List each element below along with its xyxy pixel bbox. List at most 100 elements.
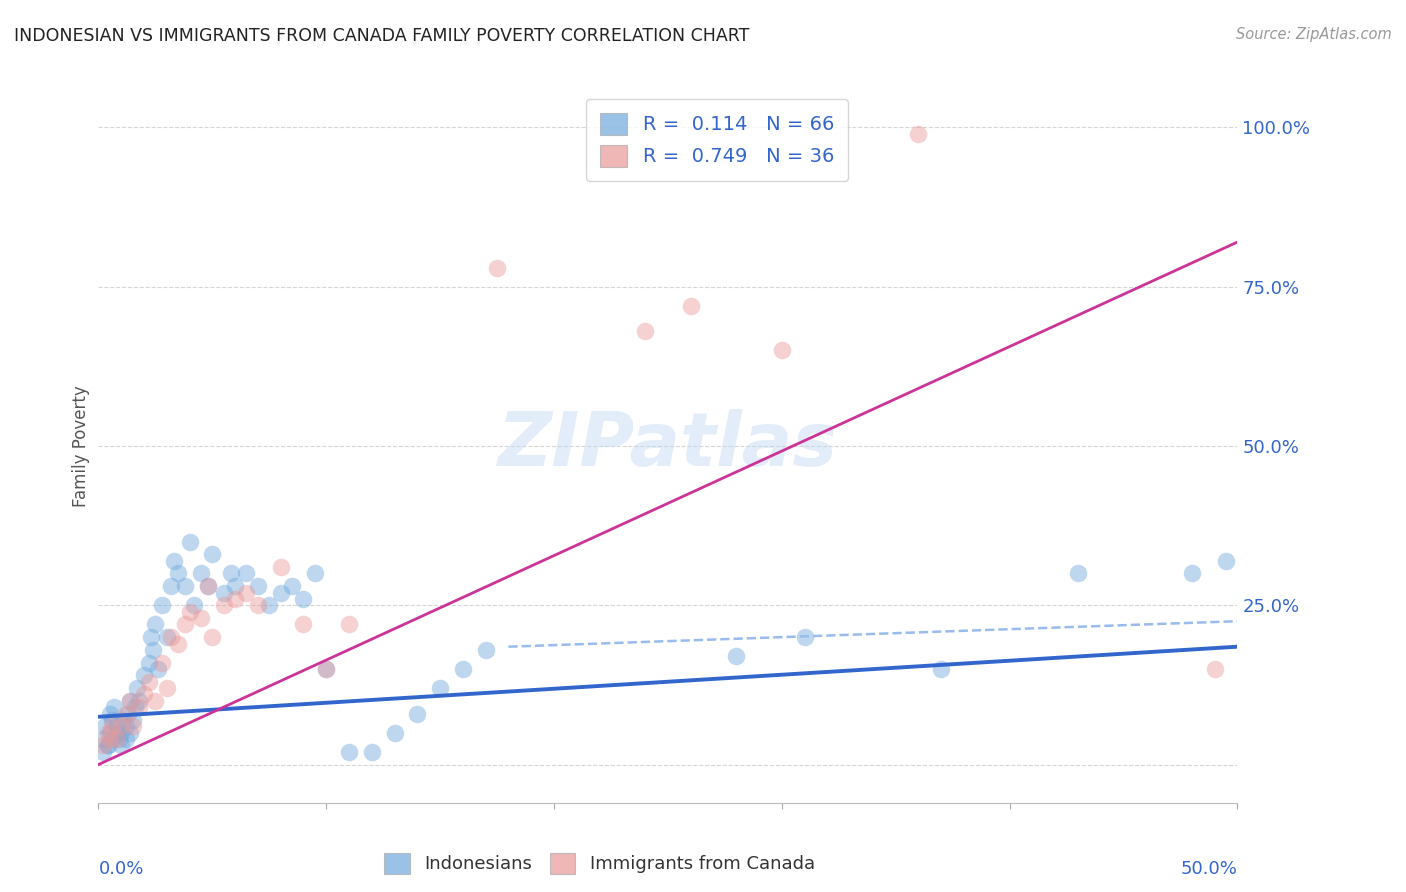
Text: 50.0%: 50.0% [1181, 860, 1237, 878]
Point [150, 599, 173, 613]
Point [270, 560, 292, 574]
Point [429, 681, 451, 695]
Point [96, 725, 118, 739]
Point [156, 681, 179, 695]
Point [91, 732, 114, 747]
Text: INDONESIAN VS IMMIGRANTS FROM CANADA FAMILY POVERTY CORRELATION CHART: INDONESIAN VS IMMIGRANTS FROM CANADA FAM… [14, 27, 749, 45]
Text: ZIPatlas: ZIPatlas [498, 409, 838, 483]
Point [360, 745, 382, 759]
Point [486, 260, 509, 275]
Point [91, 739, 114, 753]
Point [110, 739, 132, 753]
Point [770, 343, 793, 358]
Point [174, 579, 197, 593]
Point [132, 688, 155, 702]
Point [167, 566, 190, 581]
Point [160, 579, 183, 593]
Point [139, 630, 162, 644]
Point [91, 745, 114, 759]
Point [183, 599, 205, 613]
Point [114, 719, 136, 733]
Point [1067, 566, 1090, 581]
Point [124, 700, 146, 714]
Point [679, 299, 702, 313]
Point [190, 566, 212, 581]
Point [98, 725, 121, 739]
Point [337, 617, 360, 632]
Point [156, 630, 179, 644]
Point [337, 745, 360, 759]
Point [907, 127, 929, 141]
Point [105, 719, 128, 733]
Point [315, 662, 337, 676]
Point [201, 630, 224, 644]
Point [235, 566, 257, 581]
Legend: Indonesians, Immigrants from Canada: Indonesians, Immigrants from Canada [371, 840, 827, 887]
Point [197, 579, 219, 593]
Point [212, 599, 235, 613]
Point [179, 534, 201, 549]
Point [146, 662, 169, 676]
Point [98, 706, 121, 721]
Point [201, 547, 224, 561]
Point [474, 643, 496, 657]
Point [121, 713, 143, 727]
Point [246, 599, 269, 613]
Point [259, 599, 281, 613]
Point [101, 719, 124, 733]
Point [219, 566, 242, 581]
Point [634, 324, 657, 338]
Point [451, 662, 474, 676]
Point [304, 566, 326, 581]
Point [384, 725, 406, 739]
Point [120, 694, 142, 708]
Point [167, 636, 190, 650]
Point [110, 719, 132, 733]
Point [94, 719, 117, 733]
Point [142, 643, 165, 657]
Point [103, 700, 125, 714]
Point [224, 591, 246, 606]
Point [160, 630, 183, 644]
Point [197, 579, 219, 593]
Point [725, 649, 748, 664]
Point [315, 662, 337, 676]
Point [105, 725, 128, 739]
Point [105, 732, 128, 747]
Point [190, 611, 212, 625]
Point [162, 554, 184, 568]
Point [128, 694, 150, 708]
Point [138, 656, 160, 670]
Point [117, 706, 139, 721]
Text: 0.0%: 0.0% [98, 860, 143, 878]
Point [1204, 662, 1226, 676]
Point [174, 617, 197, 632]
Point [114, 706, 136, 721]
Point [179, 605, 201, 619]
Point [96, 739, 118, 753]
Point [929, 662, 952, 676]
Point [235, 585, 257, 599]
Point [793, 630, 815, 644]
Point [101, 732, 124, 747]
Point [145, 617, 167, 632]
Point [112, 713, 135, 727]
Point [406, 706, 429, 721]
Point [212, 585, 235, 599]
Point [127, 681, 149, 695]
Point [96, 739, 118, 753]
Point [1215, 554, 1237, 568]
Point [120, 694, 142, 708]
Point [1181, 566, 1204, 581]
Point [292, 591, 315, 606]
Y-axis label: Family Poverty: Family Poverty [72, 385, 90, 507]
Point [292, 617, 315, 632]
Point [246, 579, 269, 593]
Point [108, 732, 131, 747]
Point [281, 579, 304, 593]
Point [98, 732, 121, 747]
Point [150, 656, 173, 670]
Point [145, 694, 167, 708]
Point [132, 668, 155, 682]
Point [224, 579, 246, 593]
